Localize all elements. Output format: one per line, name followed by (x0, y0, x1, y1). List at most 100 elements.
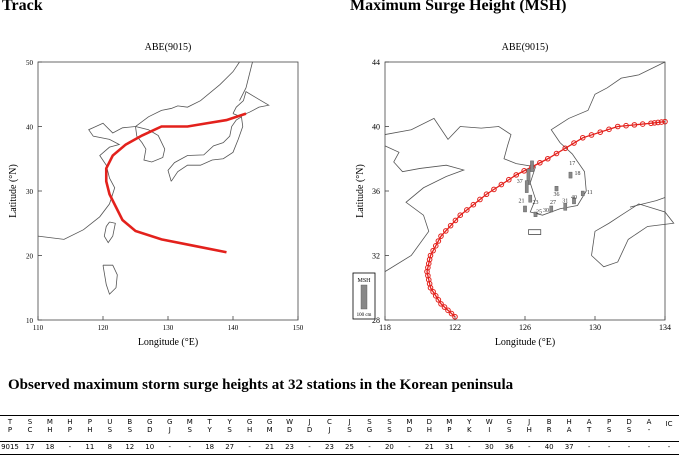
table-value-cell: 12 (125, 443, 135, 451)
track-point (447, 222, 454, 229)
station-label: 25 (536, 210, 542, 216)
coastline (239, 61, 253, 101)
track-point (435, 297, 442, 303)
x-tick-label: 130 (589, 323, 601, 332)
coastline (103, 221, 116, 244)
table-value-cell: - (527, 443, 531, 451)
y-tick-label: 40 (372, 123, 380, 132)
coastline (102, 264, 118, 295)
track-point (614, 123, 621, 130)
surge-bar (528, 194, 533, 203)
station-label: 27 (550, 200, 556, 206)
track-point (483, 191, 490, 198)
plot-frame (37, 61, 299, 321)
table-value-cell: - (587, 443, 591, 451)
x-tick-label: 140 (228, 324, 239, 332)
table-value-cell: - (607, 443, 611, 451)
track-point (457, 212, 464, 218)
msh-chart: ABE(9015) 118 122 126 130 134 28 32 36 40 44 Longit… (352, 42, 675, 348)
table-value-cell: 36 (504, 443, 514, 451)
track-point (662, 118, 668, 125)
surge-bar (549, 205, 554, 213)
coastline (37, 61, 240, 240)
track-point (631, 122, 638, 128)
track-point (597, 129, 604, 135)
track-point (441, 304, 448, 310)
x-tick-label: 118 (379, 323, 391, 332)
track-point (506, 176, 512, 183)
table-row-divider (0, 441, 679, 442)
track-point (606, 126, 612, 133)
track-point (443, 228, 449, 234)
x-tick-label: 126 (519, 323, 531, 332)
surge-bar (568, 171, 573, 179)
table-value-cell: 18 (45, 443, 55, 451)
station-label: 30 (543, 208, 549, 214)
surge-bar (554, 185, 559, 192)
track-point (655, 119, 661, 126)
table-value-cell: 20 (384, 443, 394, 451)
track-line (426, 121, 666, 318)
y-tick-label: 10 (26, 317, 34, 325)
track-point (562, 145, 569, 152)
track-point (498, 181, 505, 188)
surge-bar (580, 190, 585, 197)
x-tick-label: 120 (98, 324, 109, 332)
surge-bar (523, 205, 527, 213)
y-tick-label: 44 (372, 58, 380, 67)
track-point (445, 307, 451, 314)
y-tick-label: 36 (372, 187, 380, 196)
station-label: 21 (519, 198, 525, 204)
track-point (537, 159, 543, 166)
track-point (432, 293, 439, 299)
coastline (232, 91, 270, 117)
track-point (491, 186, 497, 193)
table-value-cell: 31 (444, 443, 454, 451)
surge-bar (572, 197, 576, 205)
coastline (629, 197, 666, 208)
station-label: 37 (517, 179, 523, 185)
table-header-cell: A- (646, 418, 652, 434)
table-value-cell: 21 (265, 443, 275, 451)
table-value-cell: - (168, 443, 171, 451)
table-caption: Observed maximum storm surge heights at … (8, 377, 514, 393)
track-point (477, 196, 483, 203)
y-axis-label: Latitude (°N) (355, 164, 366, 218)
track-point (651, 120, 658, 126)
table-value-cell: - (368, 443, 371, 451)
table-value-cell: 23 (325, 443, 334, 451)
x-tick-label: 122 (449, 323, 461, 332)
table-value-cell: 17 (25, 443, 35, 451)
table-value-cell: 10 (145, 443, 155, 451)
track-point (648, 120, 654, 127)
surge-bar (533, 211, 538, 218)
x-tick-label: 134 (659, 323, 671, 332)
track-point (430, 247, 436, 254)
x-tick-label: 110 (33, 324, 44, 332)
table-value-cell: 30 (484, 443, 494, 451)
track-point (452, 313, 458, 320)
y-tick-label: 40 (26, 124, 34, 132)
y-tick-label: 30 (26, 188, 34, 196)
track-point (588, 132, 595, 138)
table-value-cell: 8 (107, 443, 113, 451)
table-value-cell: 11 (85, 443, 95, 451)
